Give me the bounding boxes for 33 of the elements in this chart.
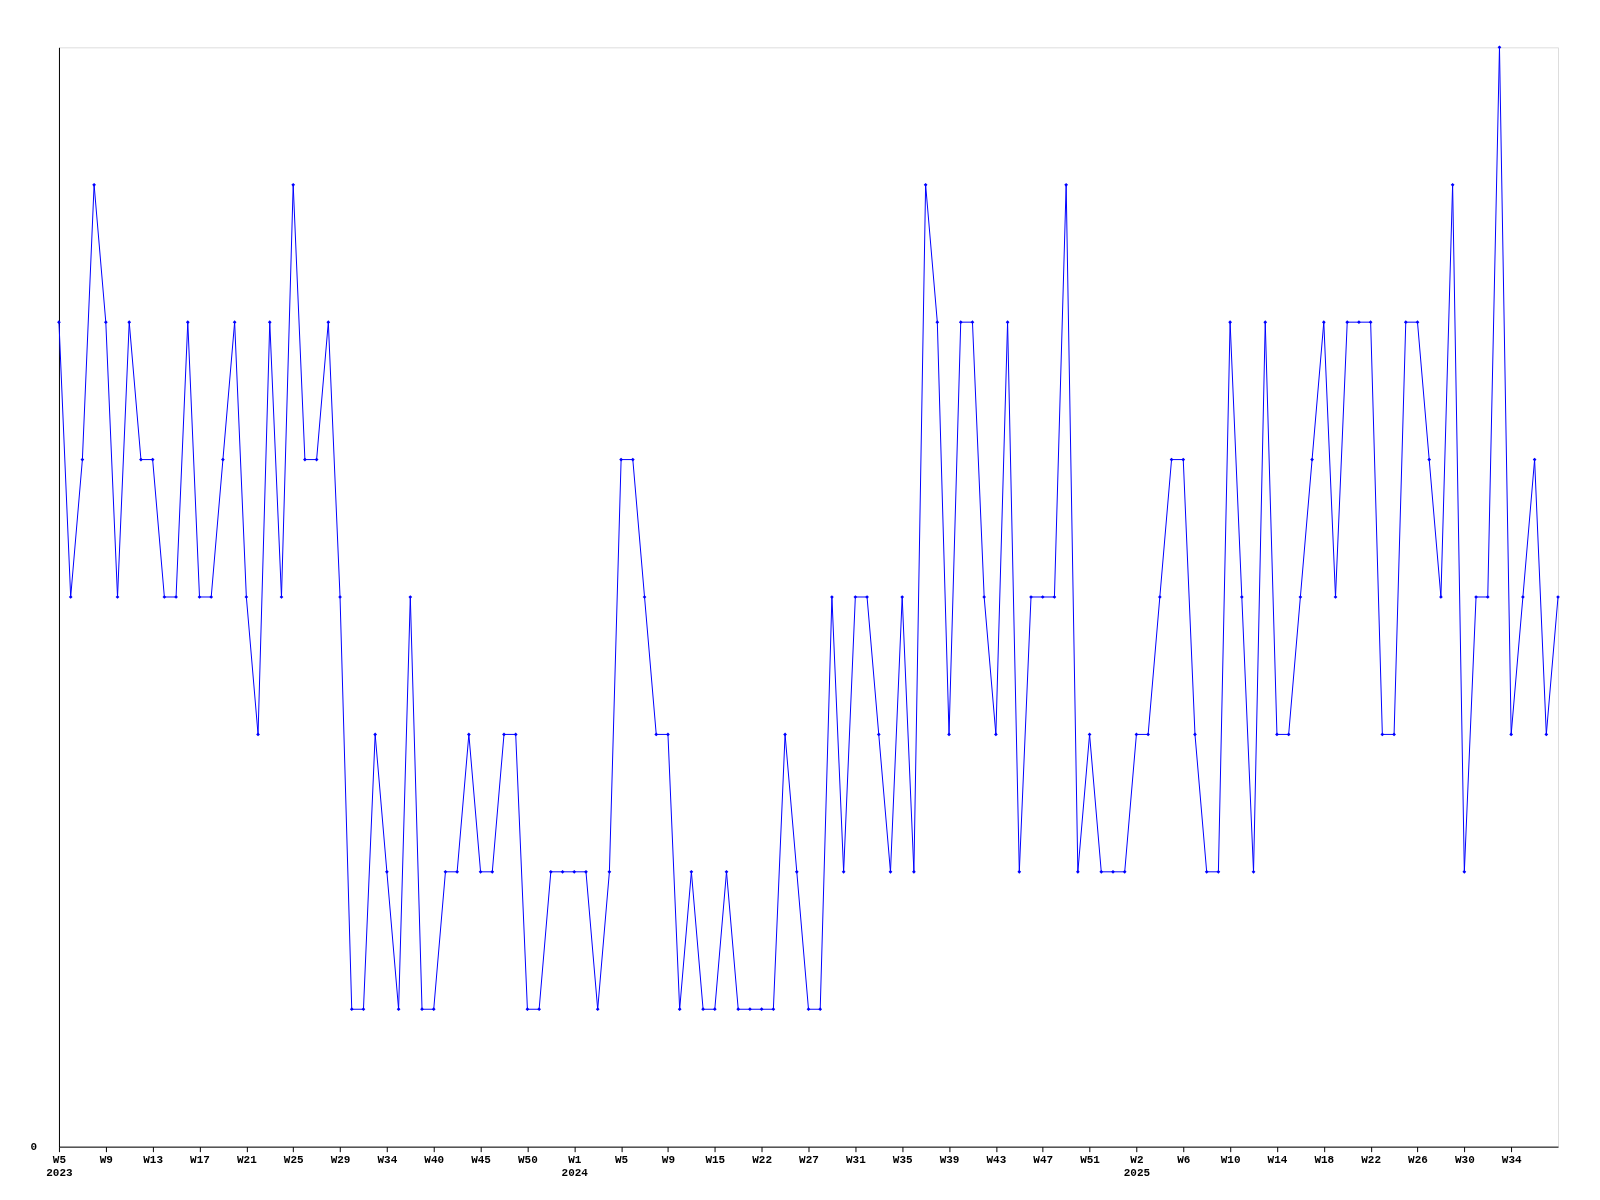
x-tick-label: W47 (1033, 1154, 1054, 1167)
x-tick-label: W21 (236, 1154, 258, 1167)
x-tick-label: W29 (330, 1154, 351, 1167)
x-tick-label: W34 (1501, 1154, 1522, 1167)
x-tick-label: W9 (99, 1154, 113, 1167)
x-tick-label: W39 (939, 1154, 960, 1167)
x-tick-label: W40 (424, 1154, 445, 1167)
x-tick-label: W6 (1177, 1154, 1191, 1167)
x-tick-label: W35 (892, 1154, 913, 1167)
x-tick-label: W26 (1408, 1154, 1428, 1167)
x-tick-label: W1 2024 (561, 1154, 589, 1180)
x-tick-label: W22 (752, 1154, 773, 1167)
x-tick-label: W30 (1454, 1154, 1475, 1167)
x-tick-label: W14 (1267, 1154, 1288, 1167)
x-tick-label: W43 (986, 1154, 1007, 1167)
x-tick-label: W27 (799, 1154, 819, 1167)
x-tick-label: W2 2025 (1123, 1154, 1151, 1180)
x-tick-label: W9 (661, 1154, 676, 1167)
x-tick-label: W15 (705, 1154, 726, 1167)
x-tick-label: W31 (845, 1154, 867, 1167)
x-tick-label: W17 (190, 1154, 210, 1167)
x-tick-label: W25 (283, 1154, 304, 1167)
x-tick-label: W45 (471, 1154, 492, 1167)
x-tick-label: W18 (1314, 1154, 1335, 1167)
x-tick-label: W34 (377, 1154, 398, 1167)
x-tick-label: W10 (1220, 1154, 1241, 1167)
x-tick-label: W50 (518, 1154, 538, 1167)
x-tick-label: W5 (615, 1154, 629, 1167)
text: 0 (30, 1140, 37, 1153)
x-tick-label: W22 (1361, 1154, 1382, 1167)
x-tick-label: W13 (143, 1154, 164, 1167)
x-tick-label: W51 (1080, 1154, 1101, 1167)
x-tick-label: W5 2023 (46, 1154, 74, 1180)
